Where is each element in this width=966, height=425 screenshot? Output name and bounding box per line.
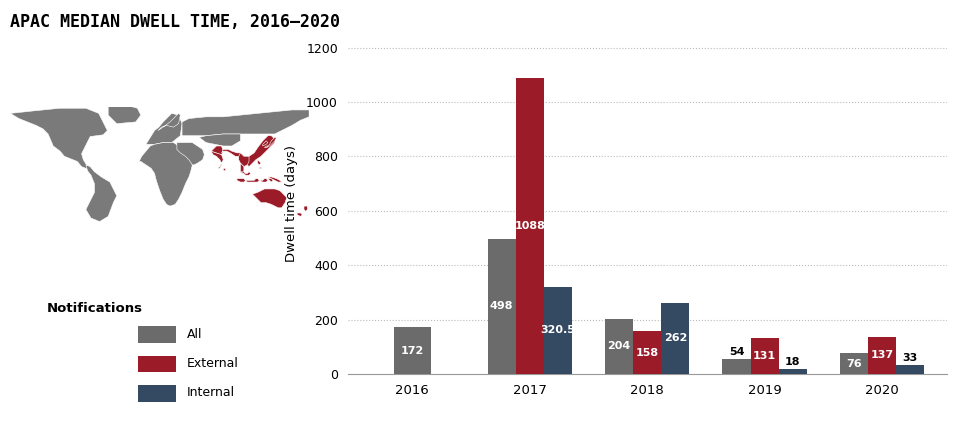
Polygon shape <box>158 113 181 130</box>
Polygon shape <box>177 142 205 165</box>
Polygon shape <box>267 137 276 148</box>
Text: External: External <box>187 357 239 370</box>
Polygon shape <box>304 206 307 211</box>
Polygon shape <box>237 178 245 182</box>
Bar <box>544 287 572 374</box>
Bar <box>723 359 751 374</box>
Text: APAC MEDIAN DWELL TIME, 2016–2020: APAC MEDIAN DWELL TIME, 2016–2020 <box>10 13 340 31</box>
FancyBboxPatch shape <box>138 356 176 372</box>
Text: Internal: Internal <box>187 386 235 399</box>
Text: 158: 158 <box>636 348 659 357</box>
Bar <box>662 303 690 374</box>
Polygon shape <box>298 213 302 216</box>
Polygon shape <box>212 151 223 168</box>
Bar <box>868 337 896 374</box>
Polygon shape <box>146 113 182 144</box>
Text: Notifications: Notifications <box>46 302 142 315</box>
Text: 172: 172 <box>401 346 424 356</box>
Polygon shape <box>223 168 225 170</box>
Polygon shape <box>239 153 249 167</box>
Text: 320.5: 320.5 <box>541 326 576 335</box>
Text: 18: 18 <box>785 357 801 367</box>
Text: 204: 204 <box>608 341 631 351</box>
Text: 131: 131 <box>753 351 777 361</box>
Polygon shape <box>86 165 117 221</box>
Bar <box>605 318 633 374</box>
FancyBboxPatch shape <box>138 326 176 343</box>
Polygon shape <box>241 163 243 173</box>
Polygon shape <box>108 103 141 124</box>
Polygon shape <box>265 146 268 148</box>
Polygon shape <box>245 178 259 182</box>
Polygon shape <box>241 172 251 175</box>
Bar <box>516 78 544 374</box>
Text: 137: 137 <box>870 350 894 360</box>
Bar <box>394 327 431 374</box>
Text: 76: 76 <box>846 359 862 368</box>
Bar <box>839 353 868 374</box>
Bar <box>779 369 807 374</box>
Text: 33: 33 <box>902 353 918 363</box>
Polygon shape <box>11 108 107 168</box>
Polygon shape <box>259 167 261 168</box>
Polygon shape <box>259 178 268 182</box>
Y-axis label: Dwell time (days): Dwell time (days) <box>285 145 298 263</box>
FancyBboxPatch shape <box>12 277 298 412</box>
Polygon shape <box>199 134 241 146</box>
FancyBboxPatch shape <box>138 385 176 402</box>
Text: 54: 54 <box>728 347 744 357</box>
Bar <box>633 331 662 374</box>
Text: All: All <box>187 328 203 340</box>
Polygon shape <box>221 136 274 167</box>
Text: 262: 262 <box>664 333 687 343</box>
Bar <box>896 365 924 374</box>
Bar <box>751 338 779 374</box>
Polygon shape <box>258 160 261 165</box>
Bar <box>488 238 516 374</box>
Polygon shape <box>268 177 282 182</box>
Text: 1088: 1088 <box>514 221 545 231</box>
Polygon shape <box>252 189 287 208</box>
Text: 498: 498 <box>490 301 513 311</box>
Polygon shape <box>263 141 268 146</box>
Polygon shape <box>139 142 192 206</box>
Polygon shape <box>268 178 273 182</box>
Polygon shape <box>182 110 309 136</box>
Polygon shape <box>212 146 223 155</box>
